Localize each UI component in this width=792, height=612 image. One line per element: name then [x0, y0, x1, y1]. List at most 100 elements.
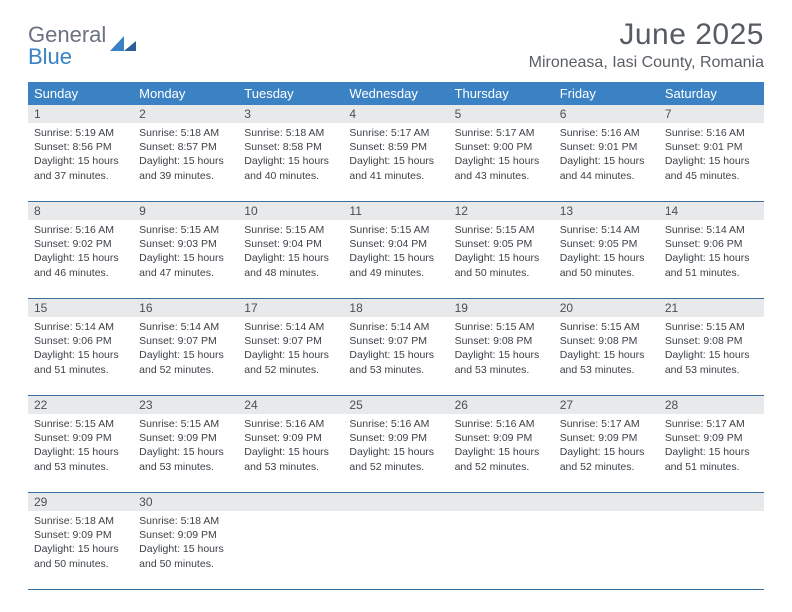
calendar-day-cell: Sunrise: 5:17 AMSunset: 9:00 PMDaylight:… [449, 123, 554, 201]
day-number-row: 15161718192021 [28, 299, 764, 317]
day-number: 29 [28, 493, 133, 511]
day-details: Sunrise: 5:18 AMSunset: 9:09 PMDaylight:… [34, 514, 127, 571]
calendar-empty-cell [449, 511, 554, 589]
calendar-day-cell: Sunrise: 5:15 AMSunset: 9:05 PMDaylight:… [449, 220, 554, 298]
day-number: 20 [554, 299, 659, 317]
calendar-day-cell: Sunrise: 5:15 AMSunset: 9:09 PMDaylight:… [28, 414, 133, 492]
calendar-day-cell: Sunrise: 5:15 AMSunset: 9:04 PMDaylight:… [238, 220, 343, 298]
day-number: 6 [554, 105, 659, 123]
calendar-day-cell: Sunrise: 5:18 AMSunset: 8:58 PMDaylight:… [238, 123, 343, 201]
calendar-day-cell: Sunrise: 5:17 AMSunset: 8:59 PMDaylight:… [343, 123, 448, 201]
day-details: Sunrise: 5:15 AMSunset: 9:08 PMDaylight:… [665, 320, 758, 377]
calendar-day-cell: Sunrise: 5:14 AMSunset: 9:06 PMDaylight:… [28, 317, 133, 395]
calendar-day-cell: Sunrise: 5:16 AMSunset: 9:01 PMDaylight:… [659, 123, 764, 201]
day-number-row: 22232425262728 [28, 396, 764, 414]
calendar-day-cell: Sunrise: 5:16 AMSunset: 9:09 PMDaylight:… [449, 414, 554, 492]
day-details: Sunrise: 5:16 AMSunset: 9:02 PMDaylight:… [34, 223, 127, 280]
day-number: 28 [659, 396, 764, 414]
day-details: Sunrise: 5:17 AMSunset: 9:00 PMDaylight:… [455, 126, 548, 183]
calendar-grid: SundayMondayTuesdayWednesdayThursdayFrid… [28, 82, 764, 590]
day-details: Sunrise: 5:15 AMSunset: 9:03 PMDaylight:… [139, 223, 232, 280]
day-number: 1 [28, 105, 133, 123]
weekday-header-cell: Friday [554, 82, 659, 105]
calendar-day-cell: Sunrise: 5:14 AMSunset: 9:07 PMDaylight:… [238, 317, 343, 395]
title-block: June 2025 Mironeasa, Iasi County, Romani… [529, 18, 764, 72]
calendar-day-cell: Sunrise: 5:15 AMSunset: 9:04 PMDaylight:… [343, 220, 448, 298]
weekday-header-cell: Monday [133, 82, 238, 105]
calendar-week: Sunrise: 5:15 AMSunset: 9:09 PMDaylight:… [28, 414, 764, 493]
weekday-header: SundayMondayTuesdayWednesdayThursdayFrid… [28, 82, 764, 105]
header: General Blue June 2025 Mironeasa, Iasi C… [0, 0, 792, 76]
day-number [238, 493, 343, 511]
calendar-week: Sunrise: 5:18 AMSunset: 9:09 PMDaylight:… [28, 511, 764, 590]
day-number: 19 [449, 299, 554, 317]
day-details: Sunrise: 5:16 AMSunset: 9:09 PMDaylight:… [244, 417, 337, 474]
day-details: Sunrise: 5:14 AMSunset: 9:05 PMDaylight:… [560, 223, 653, 280]
day-number [554, 493, 659, 511]
day-number [449, 493, 554, 511]
day-number: 18 [343, 299, 448, 317]
brand-text: General Blue [28, 24, 106, 68]
day-number: 27 [554, 396, 659, 414]
day-number: 15 [28, 299, 133, 317]
day-details: Sunrise: 5:15 AMSunset: 9:04 PMDaylight:… [349, 223, 442, 280]
day-number: 13 [554, 202, 659, 220]
day-details: Sunrise: 5:19 AMSunset: 8:56 PMDaylight:… [34, 126, 127, 183]
day-number: 21 [659, 299, 764, 317]
day-number: 26 [449, 396, 554, 414]
day-number: 14 [659, 202, 764, 220]
day-number: 30 [133, 493, 238, 511]
calendar-day-cell: Sunrise: 5:14 AMSunset: 9:07 PMDaylight:… [133, 317, 238, 395]
day-number: 10 [238, 202, 343, 220]
day-number: 17 [238, 299, 343, 317]
day-number: 3 [238, 105, 343, 123]
day-number: 4 [343, 105, 448, 123]
day-details: Sunrise: 5:18 AMSunset: 8:58 PMDaylight:… [244, 126, 337, 183]
day-details: Sunrise: 5:15 AMSunset: 9:05 PMDaylight:… [455, 223, 548, 280]
location-subtitle: Mironeasa, Iasi County, Romania [529, 54, 764, 72]
calendar-empty-cell [238, 511, 343, 589]
calendar-day-cell: Sunrise: 5:18 AMSunset: 9:09 PMDaylight:… [133, 511, 238, 589]
calendar-day-cell: Sunrise: 5:16 AMSunset: 9:09 PMDaylight:… [343, 414, 448, 492]
day-number: 8 [28, 202, 133, 220]
day-details: Sunrise: 5:14 AMSunset: 9:07 PMDaylight:… [139, 320, 232, 377]
calendar-day-cell: Sunrise: 5:15 AMSunset: 9:08 PMDaylight:… [554, 317, 659, 395]
calendar-empty-cell [554, 511, 659, 589]
day-details: Sunrise: 5:16 AMSunset: 9:01 PMDaylight:… [665, 126, 758, 183]
calendar-day-cell: Sunrise: 5:14 AMSunset: 9:07 PMDaylight:… [343, 317, 448, 395]
calendar-empty-cell [343, 511, 448, 589]
day-number: 23 [133, 396, 238, 414]
calendar-day-cell: Sunrise: 5:17 AMSunset: 9:09 PMDaylight:… [554, 414, 659, 492]
calendar-week: Sunrise: 5:16 AMSunset: 9:02 PMDaylight:… [28, 220, 764, 299]
calendar-day-cell: Sunrise: 5:15 AMSunset: 9:09 PMDaylight:… [133, 414, 238, 492]
day-number [659, 493, 764, 511]
day-details: Sunrise: 5:17 AMSunset: 8:59 PMDaylight:… [349, 126, 442, 183]
calendar-day-cell: Sunrise: 5:15 AMSunset: 9:03 PMDaylight:… [133, 220, 238, 298]
day-number: 7 [659, 105, 764, 123]
day-number: 25 [343, 396, 448, 414]
day-number: 16 [133, 299, 238, 317]
month-title: June 2025 [529, 18, 764, 52]
day-number: 9 [133, 202, 238, 220]
day-number: 24 [238, 396, 343, 414]
calendar-day-cell: Sunrise: 5:14 AMSunset: 9:06 PMDaylight:… [659, 220, 764, 298]
day-details: Sunrise: 5:18 AMSunset: 8:57 PMDaylight:… [139, 126, 232, 183]
day-details: Sunrise: 5:15 AMSunset: 9:04 PMDaylight:… [244, 223, 337, 280]
weekday-header-cell: Saturday [659, 82, 764, 105]
day-details: Sunrise: 5:17 AMSunset: 9:09 PMDaylight:… [560, 417, 653, 474]
calendar-day-cell: Sunrise: 5:19 AMSunset: 8:56 PMDaylight:… [28, 123, 133, 201]
day-details: Sunrise: 5:14 AMSunset: 9:07 PMDaylight:… [349, 320, 442, 377]
calendar-day-cell: Sunrise: 5:18 AMSunset: 9:09 PMDaylight:… [28, 511, 133, 589]
day-details: Sunrise: 5:16 AMSunset: 9:09 PMDaylight:… [455, 417, 548, 474]
weekday-header-cell: Sunday [28, 82, 133, 105]
day-details: Sunrise: 5:14 AMSunset: 9:06 PMDaylight:… [665, 223, 758, 280]
day-number: 11 [343, 202, 448, 220]
day-details: Sunrise: 5:15 AMSunset: 9:08 PMDaylight:… [455, 320, 548, 377]
calendar-week: Sunrise: 5:19 AMSunset: 8:56 PMDaylight:… [28, 123, 764, 202]
day-details: Sunrise: 5:14 AMSunset: 9:06 PMDaylight:… [34, 320, 127, 377]
day-number: 22 [28, 396, 133, 414]
calendar-week: Sunrise: 5:14 AMSunset: 9:06 PMDaylight:… [28, 317, 764, 396]
calendar-day-cell: Sunrise: 5:18 AMSunset: 8:57 PMDaylight:… [133, 123, 238, 201]
day-number: 12 [449, 202, 554, 220]
weekday-header-cell: Thursday [449, 82, 554, 105]
